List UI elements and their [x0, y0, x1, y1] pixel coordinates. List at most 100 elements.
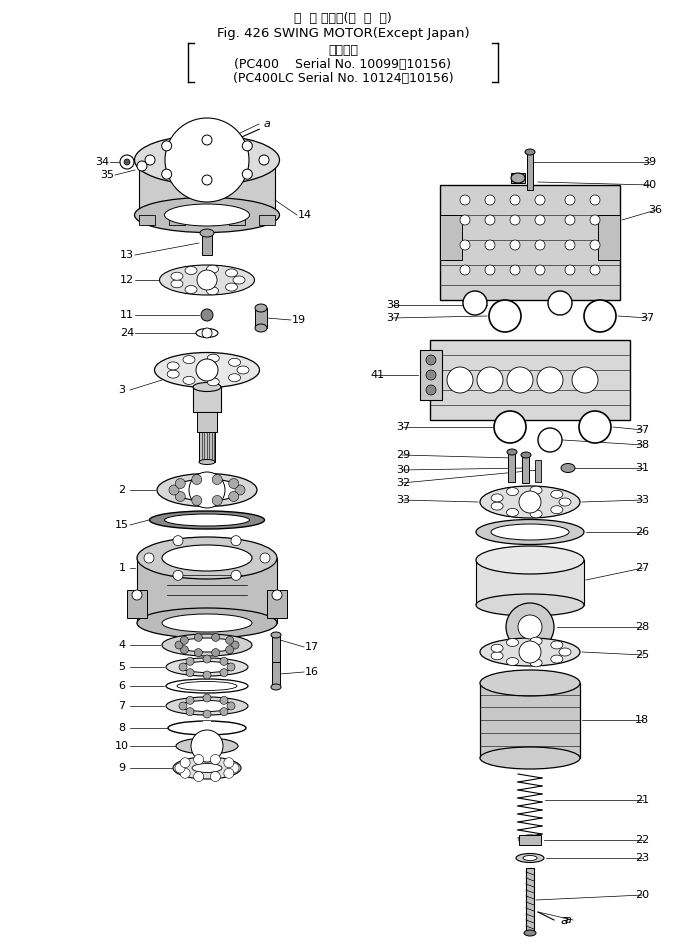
Text: 26: 26 — [635, 527, 649, 537]
Ellipse shape — [183, 377, 195, 384]
Text: Fig. 426 SWING MOTOR(Except Japan): Fig. 426 SWING MOTOR(Except Japan) — [217, 27, 469, 41]
Circle shape — [272, 590, 282, 600]
Circle shape — [201, 309, 213, 321]
Text: 21: 21 — [635, 795, 649, 805]
Circle shape — [202, 175, 212, 185]
Bar — [480, 683, 580, 758]
Ellipse shape — [559, 648, 571, 656]
Circle shape — [202, 135, 212, 145]
Ellipse shape — [524, 930, 536, 936]
Ellipse shape — [154, 353, 259, 388]
Text: a: a — [560, 914, 567, 926]
Ellipse shape — [137, 608, 277, 638]
Bar — [203, 721, 211, 728]
Text: 10: 10 — [115, 741, 129, 751]
Circle shape — [231, 641, 239, 649]
Ellipse shape — [511, 173, 525, 183]
Text: 40: 40 — [642, 180, 656, 190]
Ellipse shape — [180, 700, 234, 711]
Text: 39: 39 — [642, 157, 656, 167]
Text: (PC400LC Serial No. 10124～10156): (PC400LC Serial No. 10124～10156) — [233, 72, 453, 84]
Circle shape — [212, 496, 222, 505]
Circle shape — [202, 328, 212, 338]
Text: 19: 19 — [292, 315, 306, 325]
Circle shape — [175, 641, 183, 649]
Ellipse shape — [193, 382, 221, 392]
Text: 12: 12 — [120, 275, 134, 285]
Circle shape — [179, 702, 187, 710]
Circle shape — [426, 370, 436, 380]
Text: 4: 4 — [119, 640, 126, 650]
Circle shape — [192, 475, 202, 484]
Circle shape — [590, 195, 600, 205]
Ellipse shape — [271, 632, 281, 638]
Ellipse shape — [134, 135, 279, 185]
Circle shape — [485, 195, 495, 205]
Circle shape — [203, 710, 211, 718]
Circle shape — [228, 492, 239, 501]
Bar — [127, 590, 147, 618]
Ellipse shape — [516, 853, 544, 863]
Circle shape — [518, 615, 542, 639]
Ellipse shape — [150, 511, 265, 529]
Circle shape — [175, 763, 185, 773]
Circle shape — [548, 291, 572, 315]
Circle shape — [220, 696, 228, 705]
Text: 25: 25 — [635, 650, 649, 660]
Bar — [508, 452, 515, 482]
Text: 37: 37 — [396, 422, 410, 432]
Text: 38: 38 — [635, 440, 649, 450]
Ellipse shape — [199, 460, 215, 464]
Bar — [199, 432, 215, 462]
Ellipse shape — [523, 855, 537, 861]
Ellipse shape — [192, 763, 222, 773]
Text: 8: 8 — [119, 723, 126, 733]
Circle shape — [132, 590, 142, 600]
Circle shape — [485, 265, 495, 275]
Text: 33: 33 — [635, 495, 649, 505]
Circle shape — [227, 702, 235, 710]
Bar — [139, 160, 275, 215]
Ellipse shape — [177, 638, 237, 652]
Circle shape — [477, 367, 503, 393]
Circle shape — [165, 118, 249, 202]
Text: 1: 1 — [119, 563, 126, 573]
Ellipse shape — [166, 679, 248, 693]
Ellipse shape — [530, 638, 542, 645]
Circle shape — [229, 763, 239, 773]
Text: 23: 23 — [635, 853, 649, 863]
Ellipse shape — [491, 494, 503, 502]
Ellipse shape — [521, 452, 531, 458]
Circle shape — [224, 758, 234, 768]
Text: (PC400    Serial No. 10099～10156): (PC400 Serial No. 10099～10156) — [235, 58, 451, 71]
Ellipse shape — [183, 356, 195, 363]
Circle shape — [193, 755, 204, 764]
Text: 13: 13 — [120, 250, 134, 260]
Text: 5: 5 — [119, 662, 126, 672]
Circle shape — [180, 758, 190, 768]
Ellipse shape — [162, 614, 252, 632]
Circle shape — [145, 155, 155, 165]
Ellipse shape — [233, 276, 245, 284]
Circle shape — [519, 641, 541, 663]
Circle shape — [584, 300, 616, 332]
Circle shape — [590, 215, 600, 225]
Circle shape — [537, 367, 563, 393]
Ellipse shape — [530, 658, 542, 667]
Ellipse shape — [491, 644, 503, 652]
Circle shape — [510, 215, 520, 225]
Circle shape — [572, 367, 598, 393]
Bar — [535, 460, 541, 482]
Ellipse shape — [271, 684, 281, 690]
Circle shape — [510, 240, 520, 250]
Ellipse shape — [166, 658, 248, 676]
Ellipse shape — [476, 594, 584, 616]
Text: 17: 17 — [305, 642, 319, 652]
Text: 14: 14 — [298, 210, 312, 220]
Circle shape — [507, 367, 533, 393]
Ellipse shape — [166, 697, 248, 715]
Bar — [272, 662, 280, 687]
Circle shape — [192, 496, 202, 505]
Circle shape — [460, 240, 470, 250]
Text: 35: 35 — [100, 170, 114, 180]
